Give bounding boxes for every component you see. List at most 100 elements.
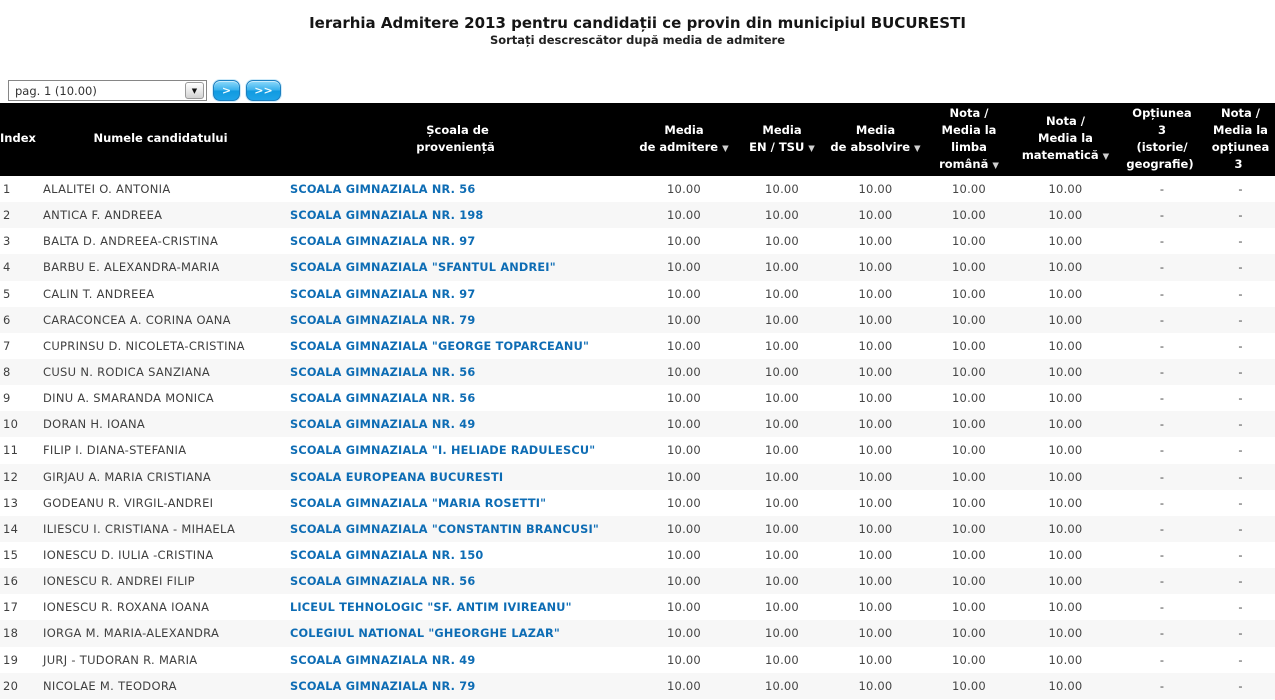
cell-index: 9 bbox=[3, 391, 11, 406]
school-link[interactable]: SCOALA EUROPEANA BUCURESTI bbox=[290, 470, 504, 484]
school-link[interactable]: SCOALA GIMNAZIALA NR. 97 bbox=[290, 287, 476, 301]
cell-optiunea-3: - bbox=[1159, 652, 1165, 667]
cell-nota-matematica: 10.00 bbox=[1048, 182, 1083, 197]
cell-optiunea-3: - bbox=[1159, 626, 1165, 641]
cell-nota-romana: 10.00 bbox=[952, 182, 986, 197]
cell-nota-optiunea-3: - bbox=[1238, 469, 1243, 484]
cell-media-en-tsu: 10.00 bbox=[765, 495, 799, 510]
cell-nota-matematica: 10.00 bbox=[1048, 626, 1083, 641]
results-tbody: 1 ALALITEI O. ANTONIA SCOALA GIMNAZIALA … bbox=[0, 176, 1275, 699]
table-row: 1 ALALITEI O. ANTONIA SCOALA GIMNAZIALA … bbox=[0, 176, 1275, 202]
cell-school: SCOALA GIMNAZIALA NR. 56 bbox=[285, 359, 630, 385]
cell-media-admitere: 10.00 bbox=[667, 286, 701, 301]
cell-media-en-tsu: 10.00 bbox=[765, 521, 799, 536]
school-link[interactable]: SCOALA GIMNAZIALA "MARIA ROSETTI" bbox=[290, 496, 547, 510]
cell-media-absolvire: 10.00 bbox=[858, 365, 893, 380]
sort-desc-icon[interactable]: ▼ bbox=[992, 160, 999, 171]
last-page-button[interactable]: >> bbox=[246, 80, 281, 101]
school-link[interactable]: SCOALA GIMNAZIALA "I. HELIADE RADULESCU" bbox=[290, 444, 596, 458]
cell-index: 2 bbox=[3, 208, 11, 223]
cell-media-admitere: 10.00 bbox=[667, 208, 701, 223]
cell-media-en-tsu: 10.00 bbox=[765, 391, 799, 406]
school-link[interactable]: SCOALA GIMNAZIALA "CONSTANTIN BRANCUSI" bbox=[290, 522, 599, 536]
cell-nota-optiunea-3: - bbox=[1238, 600, 1243, 615]
column-header-media-absolvire[interactable]: Media de absolvire ▼ bbox=[826, 103, 925, 176]
school-link[interactable]: SCOALA GIMNAZIALA NR. 56 bbox=[290, 366, 476, 380]
school-link[interactable]: SCOALA GIMNAZIALA NR. 150 bbox=[290, 549, 484, 563]
cell-media-absolvire: 10.00 bbox=[858, 600, 893, 615]
cell-media-en-tsu: 10.00 bbox=[765, 260, 799, 275]
school-link[interactable]: SCOALA GIMNAZIALA NR. 79 bbox=[290, 313, 476, 327]
cell-nota-romana: 10.00 bbox=[952, 312, 986, 327]
school-link[interactable]: SCOALA GIMNAZIALA "SFANTUL ANDREI" bbox=[290, 261, 556, 275]
pagination-bar: pag. 1 (10.00) ▼ > >> bbox=[0, 80, 1275, 101]
cell-media-en-tsu: 10.00 bbox=[765, 208, 799, 223]
cell-media-en-tsu: 10.00 bbox=[765, 678, 799, 693]
column-label: Nota / Media la opțiunea 3 bbox=[1211, 105, 1270, 171]
cell-candidate-name: IONESCU D. IULIA -CRISTINA bbox=[43, 548, 214, 563]
school-link[interactable]: SCOALA GIMNAZIALA "GEORGE TOPARCEANU" bbox=[290, 339, 590, 353]
results-table: Index Numele candidatului Școala de prov… bbox=[0, 103, 1275, 699]
cell-nota-optiunea-3: - bbox=[1238, 286, 1243, 301]
column-header-optiunea-3[interactable]: Opțiunea 3 (istorie/ geografie) bbox=[1118, 103, 1206, 176]
cell-media-absolvire: 10.00 bbox=[858, 286, 893, 301]
next-page-button[interactable]: > bbox=[213, 80, 240, 101]
cell-nota-romana: 10.00 bbox=[952, 652, 986, 667]
page-title: Ierarhia Admitere 2013 pentru candidații… bbox=[309, 14, 966, 32]
school-link[interactable]: SCOALA GIMNAZIALA NR. 97 bbox=[290, 235, 476, 249]
school-link[interactable]: SCOALA GIMNAZIALA NR. 198 bbox=[290, 209, 484, 223]
school-link[interactable]: SCOALA GIMNAZIALA NR. 49 bbox=[290, 653, 476, 667]
column-header-candidate-name[interactable]: Numele candidatului bbox=[40, 103, 285, 176]
sort-desc-icon[interactable]: ▼ bbox=[1102, 152, 1110, 162]
cell-candidate-name: GODEANU R. VIRGIL-ANDREI bbox=[43, 495, 214, 510]
column-header-media-en-tsu[interactable]: Media EN / TSU ▼ bbox=[738, 103, 826, 176]
sort-desc-icon[interactable]: ▼ bbox=[722, 143, 729, 154]
cell-school: SCOALA GIMNAZIALA NR. 56 bbox=[285, 568, 630, 594]
table-row: 4 BARBU E. ALEXANDRA-MARIA SCOALA GIMNAZ… bbox=[0, 254, 1275, 281]
cell-index: 18 bbox=[3, 626, 19, 641]
school-link[interactable]: SCOALA GIMNAZIALA NR. 79 bbox=[290, 679, 476, 693]
school-link[interactable]: SCOALA GIMNAZIALA NR. 56 bbox=[290, 575, 476, 589]
cell-school: SCOALA GIMNAZIALA NR. 97 bbox=[285, 281, 630, 307]
cell-nota-matematica: 10.00 bbox=[1048, 521, 1083, 536]
cell-nota-romana: 10.00 bbox=[952, 234, 986, 249]
chevron-down-icon[interactable]: ▼ bbox=[185, 82, 204, 99]
school-link[interactable]: SCOALA GIMNAZIALA NR. 49 bbox=[290, 418, 476, 432]
cell-media-absolvire: 10.00 bbox=[858, 678, 893, 693]
cell-media-absolvire: 10.00 bbox=[858, 182, 893, 197]
column-label: Școala de proveniență bbox=[416, 122, 495, 154]
column-header-school[interactable]: Școala de proveniență bbox=[285, 103, 630, 176]
school-link[interactable]: SCOALA GIMNAZIALA NR. 56 bbox=[290, 392, 476, 406]
school-link[interactable]: LICEUL TEHNOLOGIC "SF. ANTIM IVIREANU" bbox=[290, 601, 572, 615]
table-row: 18 IORGA M. MARIA-ALEXANDRA COLEGIUL NAT… bbox=[0, 620, 1275, 647]
cell-nota-matematica: 10.00 bbox=[1048, 652, 1083, 667]
cell-nota-optiunea-3: - bbox=[1238, 521, 1243, 536]
cell-media-admitere: 10.00 bbox=[667, 652, 701, 667]
cell-school: SCOALA GIMNAZIALA "MARIA ROSETTI" bbox=[285, 490, 630, 516]
cell-school: SCOALA GIMNAZIALA NR. 79 bbox=[285, 673, 630, 699]
column-header-index[interactable]: Index bbox=[0, 103, 40, 176]
sort-desc-icon[interactable]: ▼ bbox=[808, 143, 815, 154]
column-header-media-admitere[interactable]: Media de admitere ▼ bbox=[630, 103, 738, 176]
cell-candidate-name: ILIESCU I. CRISTIANA - MIHAELA bbox=[43, 521, 236, 536]
cell-candidate-name: GIRJAU A. MARIA CRISTIANA bbox=[43, 469, 212, 484]
cell-nota-optiunea-3: - bbox=[1238, 391, 1243, 406]
cell-candidate-name: NICOLAE M. TEODORA bbox=[43, 678, 177, 693]
cell-nota-optiunea-3: - bbox=[1238, 208, 1243, 223]
cell-index: 10 bbox=[3, 417, 19, 432]
column-header-nota-romana[interactable]: Nota / Media la limba română ▼ bbox=[925, 103, 1013, 176]
cell-nota-matematica: 10.00 bbox=[1048, 338, 1083, 353]
column-label: Media EN / TSU bbox=[749, 122, 805, 154]
sort-desc-icon[interactable]: ▼ bbox=[914, 143, 921, 154]
cell-index: 3 bbox=[3, 234, 11, 249]
column-label: Media de admitere bbox=[639, 122, 719, 154]
school-link[interactable]: SCOALA GIMNAZIALA NR. 56 bbox=[290, 183, 476, 197]
cell-nota-romana: 10.00 bbox=[952, 260, 986, 275]
table-row: 13 GODEANU R. VIRGIL-ANDREI SCOALA GIMNA… bbox=[0, 490, 1275, 516]
table-row: 19 JURJ - TUDORAN R. MARIA SCOALA GIMNAZ… bbox=[0, 647, 1275, 673]
page-select[interactable]: pag. 1 (10.00) ▼ bbox=[8, 80, 207, 101]
school-link[interactable]: COLEGIUL NATIONAL "GHEORGHE LAZAR" bbox=[290, 627, 561, 641]
cell-school: SCOALA GIMNAZIALA NR. 198 bbox=[285, 202, 630, 228]
column-header-nota-optiunea-3[interactable]: Nota / Media la opțiunea 3 bbox=[1206, 103, 1275, 176]
column-header-nota-matematica[interactable]: Nota / Media la matematică ▼ bbox=[1013, 103, 1118, 176]
